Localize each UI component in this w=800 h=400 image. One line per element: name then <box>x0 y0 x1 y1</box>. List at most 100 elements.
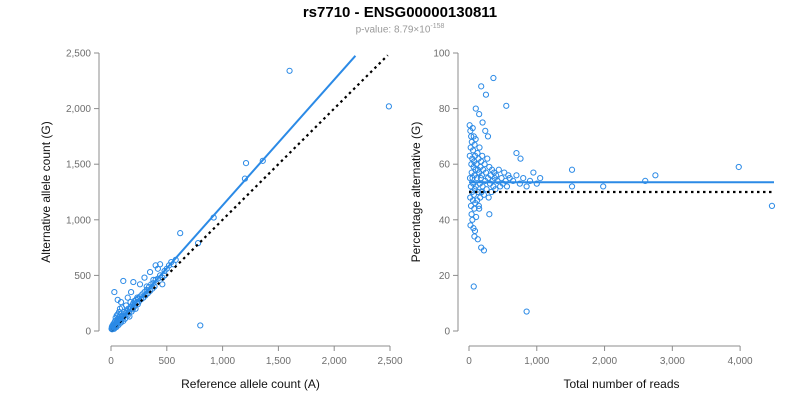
right-x-tick-label: 3,000 <box>660 356 685 367</box>
right-data-point <box>472 183 479 190</box>
right-x-tick-label: 1,000 <box>524 356 549 367</box>
left-y-axis-label: Alternative allele count (G) <box>39 121 53 262</box>
left-data-point <box>146 268 154 276</box>
left-data-point <box>127 298 134 306</box>
right-data-point <box>485 194 492 201</box>
right-data-point <box>568 183 576 190</box>
right-data-point <box>600 183 607 190</box>
right-data-point <box>472 136 479 143</box>
right-data-point <box>513 149 520 157</box>
left-data-point <box>111 288 118 296</box>
right-data-point <box>501 169 508 176</box>
right-data-point <box>537 175 544 182</box>
right-data-point <box>516 180 523 187</box>
left-x-tick-label: 1,500 <box>266 356 291 367</box>
right-data-point <box>530 169 537 176</box>
left-data-point <box>197 322 204 329</box>
left-data-point <box>286 67 293 74</box>
right-data-point <box>480 191 488 198</box>
pvalue-exponent: -158 <box>430 23 445 30</box>
right-data-point <box>482 169 490 176</box>
left-x-tick-label: 500 <box>158 356 175 367</box>
left-data-point <box>259 157 266 164</box>
left-data-point <box>117 298 125 306</box>
right-data-point <box>486 211 493 218</box>
right-y-axis-label: Percentage alternative (G) <box>409 122 423 263</box>
right-y-tick-label: 20 <box>439 271 451 282</box>
left-reference-line <box>110 54 389 332</box>
right-data-point <box>526 177 534 184</box>
right-data-point <box>503 102 510 109</box>
right-data-point <box>469 124 476 132</box>
right-data-point <box>479 119 486 126</box>
right-data-point <box>474 149 481 157</box>
right-data-point <box>642 177 649 184</box>
left-y-tick-label: 2,500 <box>66 49 91 60</box>
right-data-point <box>652 172 659 179</box>
right-data-point <box>469 147 477 154</box>
right-data-point <box>473 175 480 182</box>
left-x-tick-label: 2,000 <box>322 356 347 367</box>
chart-title: rs7710 - ENSG00000130811 <box>302 4 498 21</box>
left-data-point <box>141 274 148 281</box>
right-y-tick-label: 60 <box>439 160 451 171</box>
right-data-point <box>768 202 776 209</box>
right-data-point <box>476 205 483 212</box>
right-data-point <box>503 183 511 190</box>
left-x-tick-label: 2,500 <box>377 356 402 367</box>
right-data-point <box>568 166 576 173</box>
right-x-tick-label: 2,000 <box>592 356 617 367</box>
left-data-point <box>177 230 184 237</box>
right-data-point <box>471 141 478 148</box>
right-data-point <box>509 177 517 184</box>
right-data-point <box>479 152 486 159</box>
right-data-point <box>484 133 492 140</box>
left-data-point <box>130 278 137 286</box>
right-data-point <box>474 236 481 243</box>
right-data-point <box>495 166 502 173</box>
right-data-point <box>482 91 490 98</box>
left-x-tick-label: 0 <box>108 356 114 367</box>
right-data-point <box>471 233 478 240</box>
right-data-point <box>513 172 520 179</box>
pvalue-prefix: p-value: 8.79×10 <box>355 24 431 36</box>
left-x-tick-label: 1,000 <box>210 356 235 367</box>
right-data-point <box>475 202 482 209</box>
scatter-panel-percentage: 0 20 40 60 80 100 0 1,000 2,000 3,000 4,000 Total n… <box>409 49 776 391</box>
right-data-point <box>502 177 509 184</box>
right-data-point <box>472 105 479 112</box>
left-y-tick-label: 0 <box>85 327 91 338</box>
left-data-point <box>385 103 392 110</box>
right-x-axis-label: Total number of reads <box>563 377 679 391</box>
left-data-point <box>159 281 166 288</box>
right-data-point <box>473 213 480 221</box>
right-data-point <box>476 144 483 151</box>
right-data-point <box>482 127 489 134</box>
right-data-point <box>476 111 483 118</box>
right-data-point <box>484 155 491 162</box>
right-data-point <box>466 175 474 182</box>
right-data-point <box>470 283 477 290</box>
right-data-point <box>478 172 485 179</box>
right-y-tick-label: 40 <box>439 215 451 226</box>
left-fit-line <box>110 55 357 332</box>
left-data-point <box>120 277 127 285</box>
right-data-point <box>473 161 480 168</box>
right-x-tick-label: 4,000 <box>728 356 753 367</box>
right-y-tick-label: 80 <box>439 104 451 115</box>
right-data-point <box>493 172 500 179</box>
right-data-point <box>480 247 488 254</box>
right-y-tick-label: 100 <box>433 49 450 60</box>
right-x-tick-label: 0 <box>466 356 472 367</box>
right-y-tick-label: 0 <box>444 327 450 338</box>
left-data-point <box>136 281 144 288</box>
right-data-point <box>479 183 486 190</box>
right-data-point <box>481 161 488 168</box>
right-data-point <box>523 183 530 190</box>
right-data-point <box>483 186 490 193</box>
left-data-point <box>242 159 250 167</box>
right-data-point <box>490 74 497 82</box>
left-y-tick-label: 1,000 <box>66 215 91 226</box>
left-x-axis-label: Reference allele count (A) <box>181 377 320 391</box>
